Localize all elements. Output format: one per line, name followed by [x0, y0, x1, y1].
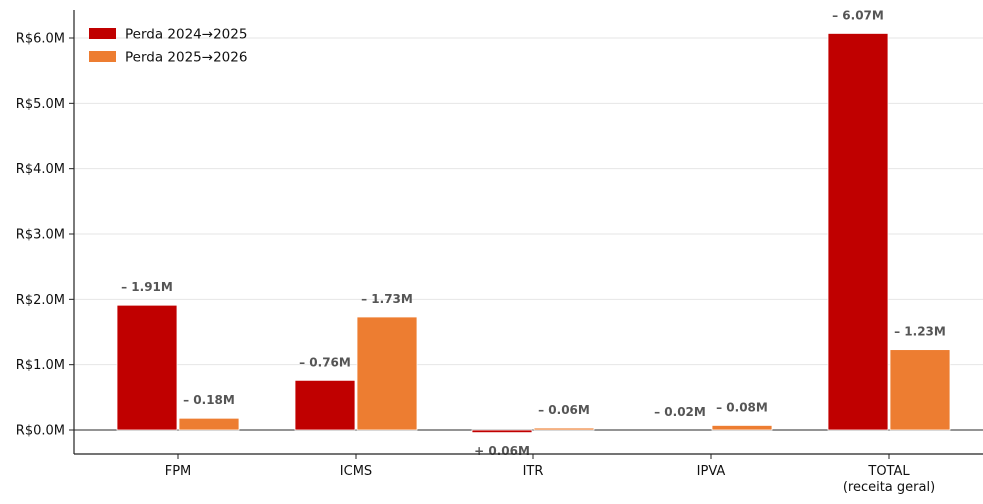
y-tick-label: R$4.0M: [16, 162, 65, 177]
data-label: – 6.07M: [832, 8, 884, 22]
y-tick-label: R$1.0M: [16, 358, 65, 373]
bar-itr-series-2: [533, 427, 595, 431]
x-tick-label: TOTAL: [867, 464, 910, 479]
bar-total-series-1: [827, 33, 889, 431]
y-tick-label: R$5.0M: [16, 97, 65, 112]
data-label: – 0.18M: [183, 393, 235, 407]
data-label: – 0.76M: [299, 355, 351, 369]
data-label: – 0.08M: [716, 400, 768, 414]
data-label: – 0.06M: [538, 403, 590, 417]
bar-total-series-2: [889, 349, 951, 431]
data-label: – 1.91M: [121, 280, 173, 294]
x-tick-label: FPM: [165, 464, 192, 479]
bar-fpm-series-2: [178, 417, 240, 431]
data-label: – 0.02M: [654, 405, 706, 419]
x-tick-sublabel: (receita geral): [843, 480, 935, 495]
legend-swatch: [89, 51, 116, 62]
bars: [116, 33, 951, 434]
legend-label: Perda 2024→2025: [125, 27, 247, 43]
bar-icms-series-1: [294, 379, 356, 431]
bar-itr-series-1: [471, 429, 533, 434]
legend-label: Perda 2025→2026: [125, 50, 247, 66]
data-labels: – 1.91M – 0.76M + 0.06M – 0.02M – 6.07M – 0.1…: [121, 8, 946, 458]
bar-ipva-series-2: [711, 425, 773, 431]
legend: Perda 2024→2025 Perda 2025→2026: [89, 27, 247, 66]
y-tick-label: R$6.0M: [16, 32, 65, 47]
y-tick-label: R$2.0M: [16, 293, 65, 308]
data-label: – 1.23M: [894, 325, 946, 339]
y-tick-label: R$0.0M: [16, 424, 65, 439]
legend-swatch: [89, 28, 116, 39]
data-label: + 0.06M: [474, 444, 530, 458]
y-tick-label: R$3.0M: [16, 228, 65, 243]
bar-fpm-series-1: [116, 304, 178, 431]
bar-icms-series-2: [356, 316, 418, 431]
x-tick-label: ICMS: [340, 464, 372, 479]
x-tick-label: ITR: [523, 464, 544, 479]
axes: R$0.0M R$1.0M R$2.0M R$3.0M R$4.0M R$5.0M R$6.…: [16, 10, 983, 495]
x-tick-label: IPVA: [697, 464, 726, 479]
data-label: – 1.73M: [361, 292, 413, 306]
